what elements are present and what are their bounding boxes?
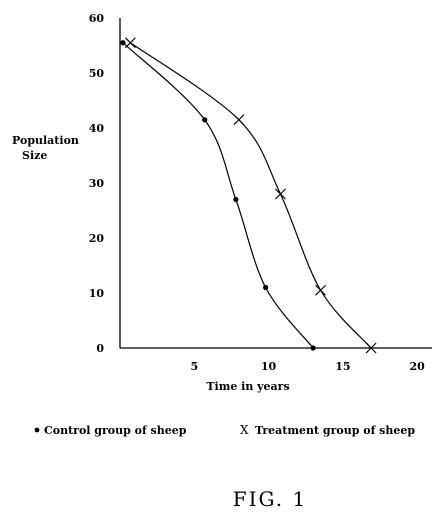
legend-dot-marker bbox=[34, 427, 40, 433]
data-point-treatment bbox=[124, 37, 136, 49]
x-tick-labels: 5 10 15 20 bbox=[190, 360, 425, 373]
y-tick-labels: 0 10 20 30 40 50 60 bbox=[89, 12, 105, 355]
y-tick-label: 20 bbox=[89, 232, 105, 245]
legend-symbol-x: X bbox=[240, 423, 249, 437]
legend-label-control: Control group of sheep bbox=[44, 424, 187, 437]
x-axis-title: Time in years bbox=[206, 380, 289, 393]
axes bbox=[119, 18, 432, 349]
legend-item-control: Control group of sheep bbox=[34, 424, 187, 437]
y-tick-label: 0 bbox=[96, 342, 104, 355]
legend-label-treatment: Treatment group of sheep bbox=[255, 424, 415, 437]
y-tick-label: 30 bbox=[89, 177, 105, 190]
y-tick-label: 60 bbox=[89, 12, 105, 25]
x-tick-label: 15 bbox=[335, 360, 350, 373]
series-layer bbox=[120, 37, 377, 354]
data-point-control bbox=[233, 196, 239, 203]
y-tick-label: 40 bbox=[89, 122, 105, 135]
x-tick-label: 5 bbox=[190, 360, 198, 373]
y-axis-title-line2: Size bbox=[22, 149, 47, 162]
data-point-treatment bbox=[233, 114, 245, 126]
data-point-treatment bbox=[275, 188, 286, 200]
data-point-control bbox=[310, 345, 316, 351]
data-point-control bbox=[202, 117, 208, 123]
data-point-treatment bbox=[315, 284, 326, 296]
legend-item-treatment: X Treatment group of sheep bbox=[240, 423, 415, 437]
series-line-control bbox=[122, 42, 314, 349]
figure-caption: FIG. 1 bbox=[233, 487, 307, 511]
y-tick-label: 10 bbox=[89, 287, 105, 300]
legend: Control group of sheep X Treatment group… bbox=[34, 423, 415, 437]
y-tick-label: 50 bbox=[89, 67, 105, 80]
data-point-control bbox=[120, 40, 126, 46]
x-tick-label: 20 bbox=[409, 360, 425, 373]
series-line-treatment bbox=[130, 42, 372, 349]
y-axis-title-line1: Population bbox=[12, 134, 79, 147]
data-point-treatment bbox=[365, 342, 377, 354]
x-tick-label: 10 bbox=[261, 360, 277, 373]
data-point-control bbox=[263, 284, 269, 291]
